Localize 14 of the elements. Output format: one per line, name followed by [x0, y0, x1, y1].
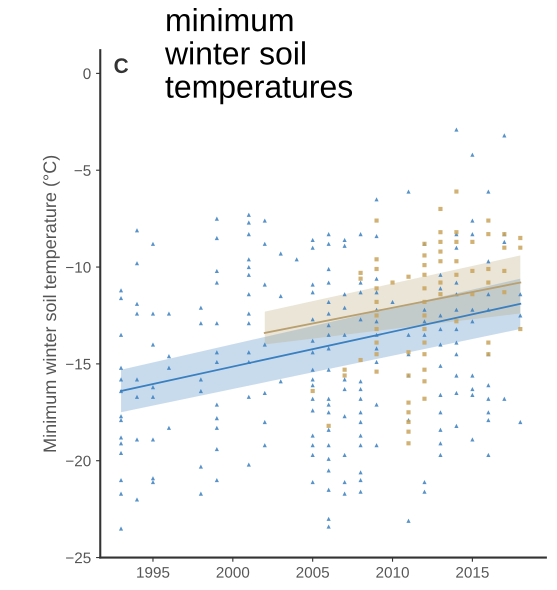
chart-title: minimum winter soil temperatures	[164, 8, 352, 104]
y-axis-title: Minimum winter soil temperature (°C)	[42, 156, 60, 452]
x-tick-label: 2005	[296, 566, 330, 578]
y-tick-label: −5	[74, 165, 91, 176]
y-tick-label: −20	[66, 456, 91, 466]
x-tick-label: 2010	[376, 566, 409, 578]
x-tick-label: 2000	[216, 566, 250, 578]
y-tick-label: −10	[66, 262, 91, 273]
x-tick-label: 1995	[137, 566, 170, 578]
y-tick-label: 0	[83, 68, 91, 80]
y-tick-label: −15	[66, 358, 91, 370]
y-tick-label: −25	[66, 552, 91, 564]
annotation: C	[114, 58, 128, 74]
x-tick-label: 2015	[456, 566, 489, 578]
